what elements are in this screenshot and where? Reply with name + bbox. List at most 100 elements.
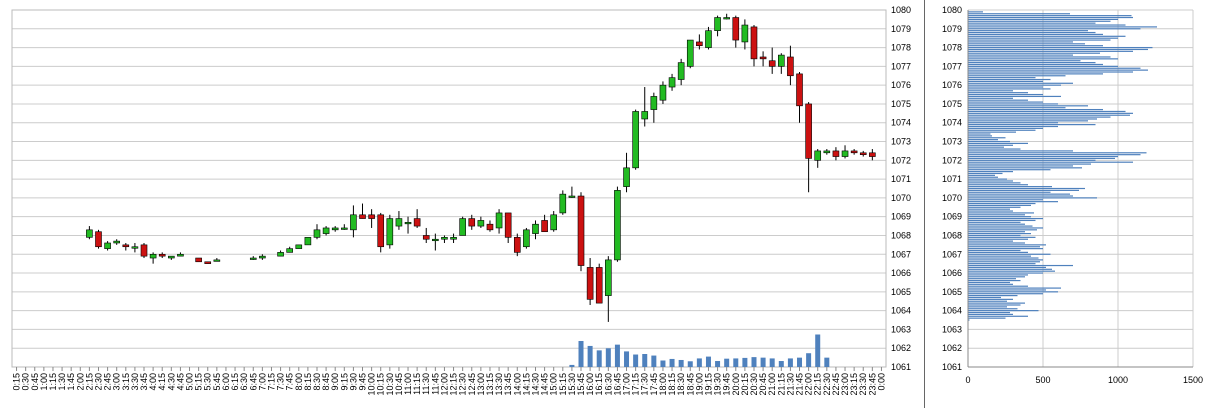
candle-body	[432, 238, 439, 242]
profile-bar	[968, 216, 1031, 218]
profile-bar	[968, 238, 1028, 240]
x-tick-label: 16:45	[612, 373, 622, 396]
x-tick-label: 3:30	[130, 373, 140, 391]
profile-bar	[968, 279, 1021, 282]
profile-bar	[968, 223, 1025, 225]
x-tick-label: 8:00	[294, 373, 304, 391]
y-tick-label: 1080	[891, 5, 911, 15]
volume-bar	[614, 344, 620, 367]
volume-bar	[669, 358, 675, 367]
profile-bar	[968, 35, 1126, 37]
candle-body	[468, 218, 476, 227]
candle-body	[149, 253, 157, 259]
candle-body	[350, 214, 357, 231]
x-tick-label: 10:30	[385, 373, 395, 396]
profile-bar	[968, 20, 1111, 22]
profile-bar	[968, 120, 1088, 122]
x-tick-label: 13:00	[476, 373, 486, 396]
y-tick-label: 1079	[942, 24, 962, 34]
candle-body	[113, 240, 120, 244]
x-tick-label: 4:00	[148, 373, 158, 391]
profile-bar	[968, 272, 1043, 274]
x-tick-label: 500	[1035, 375, 1050, 385]
profile-bar	[968, 95, 1061, 98]
x-tick-label: 3:00	[112, 373, 122, 391]
y-tick-label: 1073	[891, 137, 911, 147]
x-tick-label: 17:00	[622, 373, 632, 396]
profile-bar	[968, 197, 1097, 199]
profile-bar	[968, 80, 1043, 82]
candle-body	[322, 227, 330, 234]
profile-bar	[968, 261, 1040, 263]
profile-bar	[968, 157, 1115, 160]
profile-bar	[968, 99, 1028, 101]
x-tick-label: 0:00	[876, 373, 886, 391]
candle-body	[841, 150, 849, 157]
x-tick-label: 1000	[1108, 375, 1128, 385]
x-tick-label: 0:30	[21, 373, 31, 391]
candle-body	[559, 193, 567, 214]
candle-body	[677, 62, 685, 80]
volume-bar	[815, 334, 821, 367]
candle-body	[368, 214, 375, 219]
x-tick-label: 19:15	[703, 373, 713, 396]
x-tick-label: 9:30	[348, 373, 358, 391]
profile-bar	[968, 131, 1016, 133]
candle-body	[696, 41, 703, 46]
volume-bar	[742, 357, 748, 367]
x-tick-label: 11:30	[421, 373, 431, 395]
profile-bar	[968, 225, 1033, 227]
profile-bar	[968, 295, 1018, 297]
profile-bar	[968, 155, 1118, 158]
y-tick-label: 1080	[942, 5, 962, 15]
profile-bar	[968, 46, 1153, 49]
profile-bar	[968, 137, 1006, 139]
profile-bar	[968, 206, 1021, 208]
profile-bar	[968, 174, 995, 176]
profile-bar	[968, 208, 1010, 210]
candle-body	[277, 252, 284, 257]
profile-bar	[968, 186, 1052, 188]
x-tick-label: 1500	[1183, 375, 1203, 385]
x-tick-label: 12:00	[439, 373, 449, 396]
profile-bar	[968, 317, 1006, 319]
x-tick-label: 21:45	[795, 373, 805, 396]
profile-bar	[968, 30, 1088, 32]
profile-bar	[968, 234, 1021, 237]
x-tick-label: 6:00	[221, 373, 231, 391]
candle-body	[778, 54, 785, 67]
y-tick-label: 1077	[891, 61, 911, 71]
y-tick-label: 1067	[891, 249, 911, 259]
profile-bar	[968, 15, 1132, 17]
x-tick-label: 15:30	[567, 373, 577, 396]
profile-bar	[968, 24, 1126, 26]
y-tick-label: 1076	[942, 80, 962, 90]
x-tick-label: 2:30	[93, 373, 103, 391]
volume-bar	[733, 358, 739, 367]
profile-bar	[968, 266, 1046, 269]
volume-bar	[778, 361, 784, 367]
profile-bar	[968, 48, 1148, 51]
candle-body	[459, 218, 466, 236]
profile-bar	[968, 45, 1103, 47]
candle-body	[523, 229, 530, 248]
x-tick-label: 7:15	[266, 373, 276, 391]
profile-bar	[968, 135, 992, 137]
x-tick-label: 16:30	[603, 373, 613, 396]
x-tick-label: 1:45	[66, 373, 76, 391]
volume-bar	[806, 353, 812, 367]
x-tick-label: 20:30	[749, 373, 759, 396]
profile-bar	[968, 259, 1043, 261]
profile-bar	[968, 11, 983, 13]
x-tick-label: 12:15	[449, 373, 459, 396]
profile-bar	[968, 283, 1013, 285]
profile-bar	[968, 315, 1028, 317]
x-tick-label: 14:45	[540, 373, 550, 396]
profile-bar	[968, 289, 1046, 291]
profile-bar	[968, 217, 1043, 220]
y-tick-label: 1071	[942, 174, 962, 184]
profile-bar	[968, 176, 998, 178]
y-tick-label: 1071	[891, 174, 911, 184]
profile-bar	[968, 210, 1013, 212]
volume-bar	[578, 341, 584, 367]
